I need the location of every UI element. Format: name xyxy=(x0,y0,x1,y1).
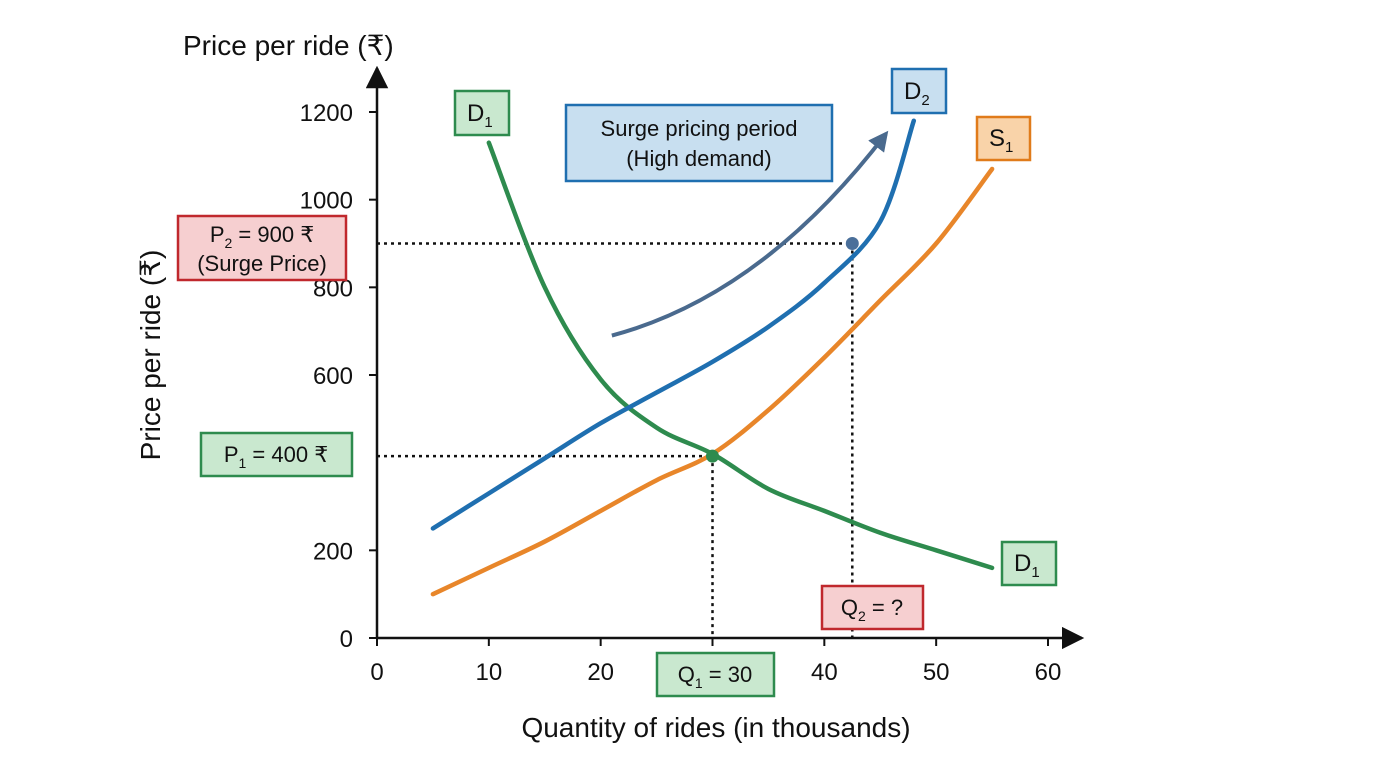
y-axis-title: Price per ride (₹) xyxy=(135,250,166,461)
svg-text:Q1 = 30: Q1 = 30 xyxy=(678,662,752,691)
x-axis-title: Quantity of rides (in thousands) xyxy=(521,712,910,743)
x-tick-label: 10 xyxy=(475,659,502,686)
curve-d2 xyxy=(430,118,917,531)
label-s1: S1 xyxy=(975,115,1032,162)
y-axis-top-title: Price per ride (₹) xyxy=(183,30,394,61)
y-tick-label: 200 xyxy=(313,538,353,565)
q2-quantity-label: Q2 = ? xyxy=(820,584,925,631)
y-tick-label: 600 xyxy=(313,363,353,390)
svg-text:P1 = 400 ₹: P1 = 400 ₹ xyxy=(224,442,328,471)
y-tick-label: 1000 xyxy=(300,188,353,215)
label-d1-bottom: D1 xyxy=(1000,540,1058,587)
x-tick-label: 60 xyxy=(1035,659,1062,686)
svg-text:(High demand): (High demand) xyxy=(626,146,772,171)
y-tick-label: 1200 xyxy=(300,100,353,127)
curve-d1 xyxy=(486,140,995,571)
svg-text:(Surge Price): (Surge Price) xyxy=(197,251,327,276)
label-d2: D2 xyxy=(890,67,948,115)
svg-text:D2: D2 xyxy=(904,78,930,109)
svg-text:D1: D1 xyxy=(467,100,493,131)
curve-s1 xyxy=(430,166,995,597)
svg-text:P2 = 900 ₹: P2 = 900 ₹ xyxy=(210,222,314,251)
y-tick-label: 0 xyxy=(340,626,353,653)
demand-shift-arrow xyxy=(611,130,889,338)
x-tick-label: 50 xyxy=(923,659,950,686)
q1-quantity-label: Q1 = 30 xyxy=(655,651,776,698)
equilibrium-2-point xyxy=(845,237,859,250)
p1-price-label: P1 = 400 ₹ xyxy=(199,431,354,478)
svg-text:Q2 = ?: Q2 = ? xyxy=(841,595,903,624)
x-tick-label: 20 xyxy=(587,659,614,686)
svg-text:Surge pricing period: Surge pricing period xyxy=(601,116,798,141)
x-tick-label: 40 xyxy=(811,659,838,686)
curves xyxy=(430,118,995,597)
equilibrium-points xyxy=(706,237,859,463)
p2-surge-price-label: P2 = 900 ₹ (Surge Price) xyxy=(176,214,348,282)
x-tick-label: 0 xyxy=(370,659,383,686)
guide-lines xyxy=(377,242,854,638)
svg-text:D1: D1 xyxy=(1014,550,1040,581)
equilibrium-1-point xyxy=(706,449,719,463)
label-d1-top: D1 xyxy=(453,89,511,137)
surge-pricing-box: Surge pricing period (High demand) xyxy=(564,103,834,183)
svg-text:S1: S1 xyxy=(989,125,1013,156)
